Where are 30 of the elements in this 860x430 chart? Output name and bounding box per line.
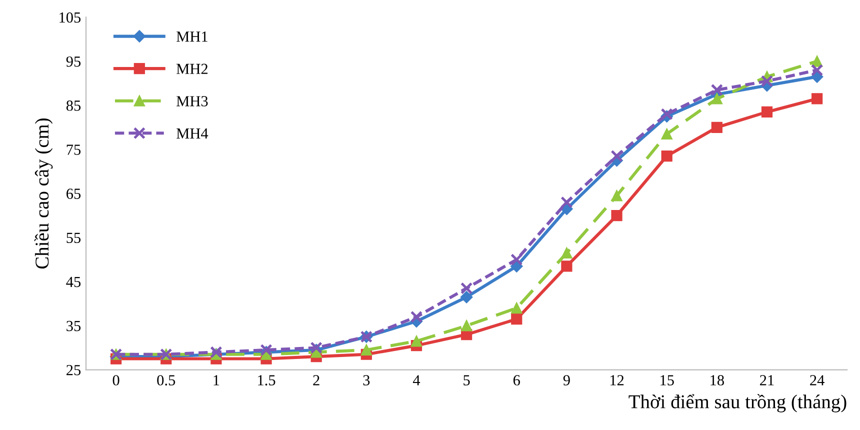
x-tick-label: 12 xyxy=(610,375,624,386)
x-tick-label: 5 xyxy=(464,375,470,386)
legend-label: MH4 xyxy=(176,128,208,138)
y-tick-label: 75 xyxy=(66,144,81,155)
x-tick-label: 3 xyxy=(363,375,370,386)
legend-label: MH3 xyxy=(176,96,208,106)
y-tick-label: 25 xyxy=(66,364,81,376)
x-tick-label: 15 xyxy=(660,375,674,386)
x-tick-label: 0 xyxy=(112,375,120,386)
legend-label: MH1 xyxy=(176,32,208,42)
x-axis-title: Thời điểm sau trồng (tháng) xyxy=(628,394,846,412)
y-tick-label: 95 xyxy=(66,56,81,67)
x-tick-label: 1.5 xyxy=(258,375,276,386)
x-tick-label: 1 xyxy=(214,375,220,386)
x-tick-label: 6 xyxy=(513,375,520,386)
y-tick-label: 55 xyxy=(66,232,81,244)
x-tick-label: 9 xyxy=(563,375,570,386)
x-tick-label: 0.5 xyxy=(157,375,176,386)
legend-label: MH2 xyxy=(176,64,208,74)
y-tick-label: 65 xyxy=(66,188,81,199)
x-tick-label: 18 xyxy=(710,375,724,386)
y-tick-label: 45 xyxy=(66,276,81,288)
y-tick-label: 35 xyxy=(66,320,81,332)
x-tick-label: 21 xyxy=(760,375,774,386)
x-tick-label: 24 xyxy=(810,375,824,386)
y-axis-title: Chiều cao cây (cm) xyxy=(34,118,53,269)
y-tick-label: 105 xyxy=(60,12,81,23)
x-tick-label: 2 xyxy=(313,375,320,386)
y-tick-label: 85 xyxy=(66,100,81,111)
x-tick-label: 4 xyxy=(412,375,420,386)
